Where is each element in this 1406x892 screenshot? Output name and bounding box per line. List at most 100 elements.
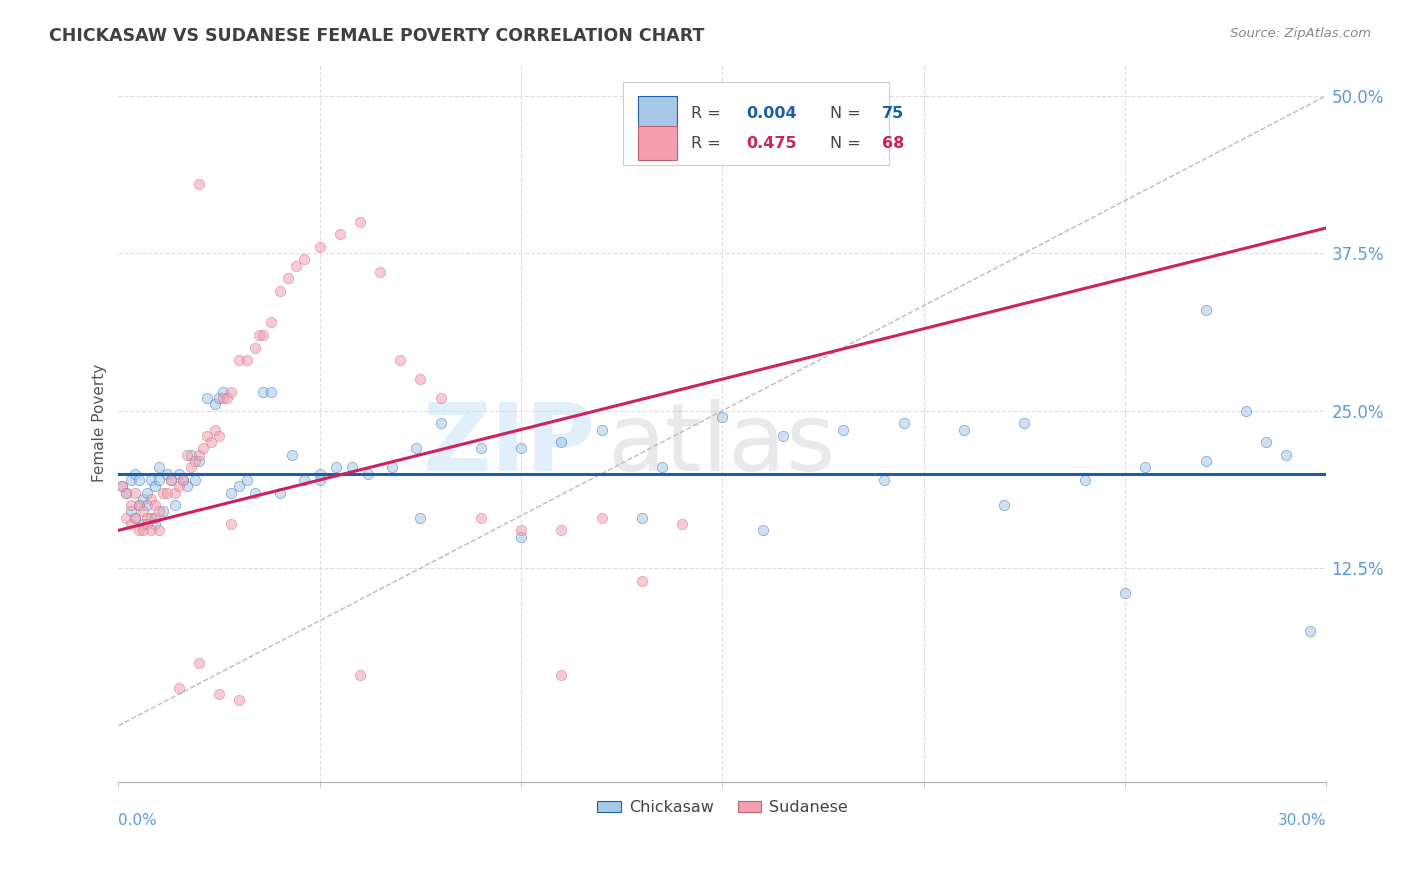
Point [308,240,330,254]
Point [349,214,371,228]
Text: N =: N = [830,106,866,121]
Point [292,473,315,487]
Point [167,681,190,695]
Point [120,498,142,512]
Point [188,656,211,670]
Point [212,391,235,405]
Point [131,516,153,531]
Point [135,498,157,512]
Point [152,485,174,500]
Point [1114,586,1136,600]
Point [143,516,166,531]
Point [228,353,250,368]
Point [156,467,179,481]
Point [236,473,259,487]
Point [195,429,218,443]
Point [591,510,613,524]
Text: CHICKASAW VS SUDANESE FEMALE POVERTY CORRELATION CHART: CHICKASAW VS SUDANESE FEMALE POVERTY COR… [49,27,704,45]
Text: ZIP: ZIP [423,399,596,491]
Point [340,460,363,475]
Point [188,454,211,468]
Point [204,397,226,411]
Point [156,485,179,500]
Point [208,429,231,443]
Point [167,467,190,481]
Point [124,485,146,500]
Point [832,423,855,437]
Point [143,498,166,512]
Bar [638,126,676,161]
Point [349,668,371,682]
Point [260,315,283,329]
Point [131,524,153,538]
Point [1275,448,1298,462]
Point [252,384,274,399]
Point [167,479,190,493]
Text: 68: 68 [882,136,904,151]
Point [325,460,347,475]
Text: 0.0%: 0.0% [118,813,157,828]
Point [120,516,142,531]
Bar [638,96,676,131]
Point [751,524,773,538]
Point [188,177,211,191]
Point [631,574,654,588]
Point [872,473,894,487]
Point [409,510,432,524]
Point [368,265,391,279]
Point [1254,435,1277,450]
Point [148,473,170,487]
Point [550,435,572,450]
Point [131,504,153,518]
Y-axis label: Female Poverty: Female Poverty [93,364,107,483]
Point [163,498,186,512]
Point [260,384,283,399]
Point [389,353,412,368]
Point [772,429,794,443]
Point [510,442,533,456]
Point [510,530,533,544]
Point [159,473,181,487]
Text: Source: ZipAtlas.com: Source: ZipAtlas.com [1230,27,1371,40]
Point [993,498,1015,512]
Point [208,687,231,701]
Point [176,479,198,493]
Point [176,448,198,462]
Point [550,668,572,682]
Point [115,510,138,524]
Point [631,510,654,524]
Point [135,510,157,524]
Legend: Chickasaw, Sudanese: Chickasaw, Sudanese [591,793,855,822]
Point [252,328,274,343]
Point [200,435,222,450]
Text: R =: R = [692,106,725,121]
Point [292,252,315,267]
Point [131,491,153,506]
Point [711,409,734,424]
Point [269,284,291,298]
Point [651,460,673,475]
Point [148,504,170,518]
Point [124,510,146,524]
Point [111,479,134,493]
Point [128,498,150,512]
Point [277,271,299,285]
Point [143,479,166,493]
Point [550,524,572,538]
Point [172,473,194,487]
Point [1195,454,1218,468]
Point [115,485,138,500]
Point [212,384,235,399]
Point [1234,403,1257,417]
Point [308,467,330,481]
Text: atlas: atlas [607,399,837,491]
Point [470,510,492,524]
Point [219,384,242,399]
Point [1014,416,1036,430]
Point [139,510,162,524]
Point [139,473,162,487]
Point [269,485,291,500]
Bar [623,82,889,165]
Point [124,510,146,524]
Point [208,391,231,405]
